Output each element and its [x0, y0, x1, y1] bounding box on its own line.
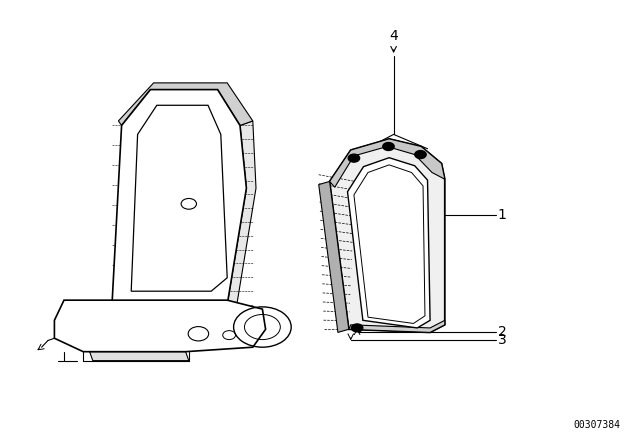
- Circle shape: [415, 151, 426, 159]
- Text: 2: 2: [498, 324, 507, 339]
- Polygon shape: [349, 320, 445, 332]
- Text: 4: 4: [389, 29, 398, 43]
- Polygon shape: [330, 139, 445, 187]
- Circle shape: [348, 154, 360, 162]
- Polygon shape: [54, 300, 266, 352]
- Polygon shape: [118, 83, 253, 125]
- Polygon shape: [227, 121, 256, 305]
- Text: 3: 3: [498, 333, 507, 348]
- Circle shape: [383, 142, 394, 151]
- Text: 1: 1: [498, 208, 507, 222]
- Polygon shape: [348, 158, 430, 328]
- Polygon shape: [330, 139, 445, 332]
- Text: 00307384: 00307384: [574, 420, 621, 430]
- Circle shape: [351, 324, 363, 332]
- Polygon shape: [112, 90, 246, 305]
- Polygon shape: [319, 181, 349, 332]
- Polygon shape: [90, 352, 189, 361]
